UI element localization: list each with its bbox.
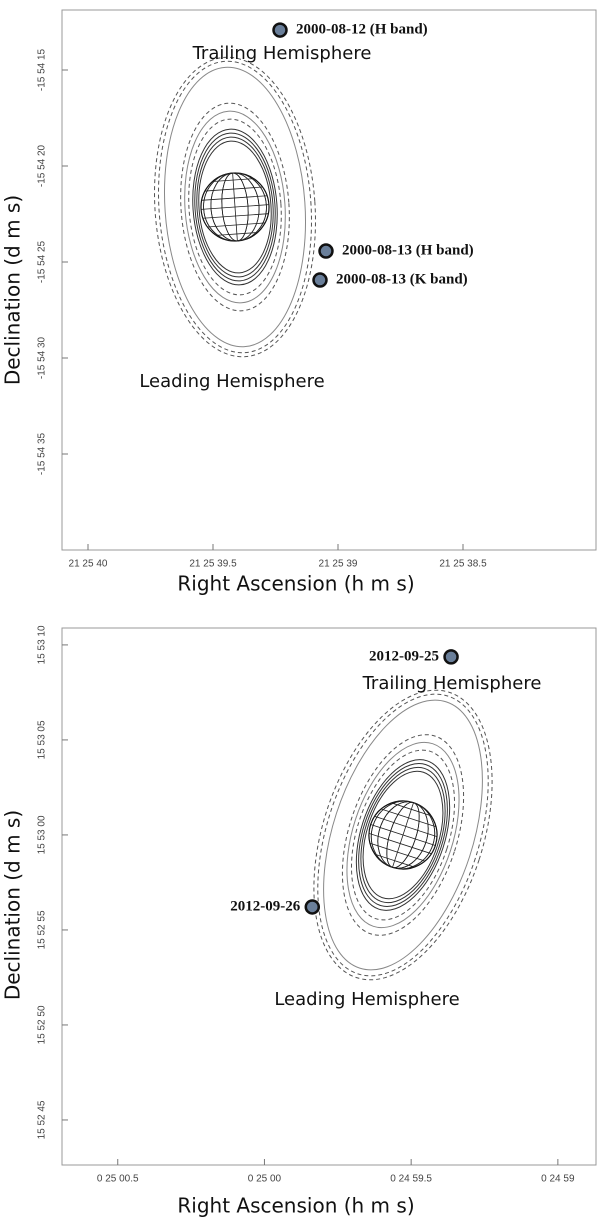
annotation: Leading Hemisphere [139, 371, 324, 392]
x-tick-label: 0 25 00.5 [97, 1174, 139, 1185]
point-label: 2000-08-12 (H band) [296, 22, 428, 38]
plot-frame [61, 9, 597, 551]
parallel [201, 204, 269, 210]
ring [360, 766, 446, 904]
parallel [212, 178, 254, 182]
ring [313, 689, 493, 981]
data-point [272, 22, 288, 38]
planet [154, 56, 316, 358]
parallel [369, 842, 425, 862]
parallel [204, 186, 263, 192]
point-label: 2012-09-26 [230, 898, 300, 914]
ring [198, 140, 272, 274]
data-point [318, 243, 334, 259]
y-tick-label: -15 54 30 [37, 336, 48, 379]
ring [323, 699, 483, 971]
y-tick-label: -15 54 20 [37, 144, 48, 187]
x-tick-label: 0 25 00 [248, 1174, 282, 1185]
point-label: 2000-08-13 (H band) [342, 242, 474, 258]
x-axis-label: Right Ascension (h m s) [177, 572, 414, 596]
parallel [381, 808, 437, 828]
x-tick-label: 21 25 40 [69, 559, 108, 570]
parallel [368, 833, 432, 855]
parallel [202, 213, 269, 219]
y-tick-label: -15 54 25 [37, 240, 48, 283]
ring [317, 693, 489, 977]
parallel [216, 232, 258, 236]
ring [350, 749, 456, 921]
ring [362, 770, 444, 900]
y-tick-label: 15 53 05 [37, 720, 48, 759]
y-tick-label: 15 52 55 [37, 910, 48, 949]
y-tick-label: 15 52 50 [37, 1005, 48, 1044]
y-tick-label: -15 54 35 [37, 432, 48, 475]
ring [188, 118, 282, 296]
ring [158, 60, 312, 354]
ring [154, 56, 316, 358]
point-label: 2012-09-25 [369, 648, 439, 664]
ring [355, 759, 451, 911]
parallel [374, 853, 415, 868]
ring [346, 741, 460, 929]
data-point [443, 649, 459, 665]
parallel [207, 222, 266, 228]
x-tick-label: 0 24 59 [541, 1174, 575, 1185]
parallel [374, 815, 438, 837]
ring [194, 132, 276, 282]
planet [313, 689, 493, 981]
x-tick-label: 21 25 38.5 [439, 559, 487, 570]
y-axis-label: Declination (d m s) [1, 810, 25, 1000]
x-tick-label: 21 25 39 [319, 559, 358, 570]
parallel [391, 802, 432, 817]
y-axis-label: Declination (d m s) [1, 195, 25, 385]
x-tick-label: 21 25 39.5 [189, 559, 237, 570]
y-tick-label: -15 54 15 [37, 48, 48, 91]
plot-frame [61, 627, 597, 1166]
parallel [370, 824, 436, 846]
ring [192, 128, 278, 286]
ring [163, 66, 307, 348]
annotation: Leading Hemisphere [274, 989, 459, 1010]
ring [358, 763, 448, 907]
y-tick-label: 15 52 45 [37, 1100, 48, 1139]
x-axis-label: Right Ascension (h m s) [177, 1194, 414, 1218]
point-label: 2000-08-13 (K band) [336, 271, 468, 287]
x-tick-label: 0 24 59.5 [390, 1174, 432, 1185]
parallel [201, 195, 268, 201]
ring [180, 102, 290, 312]
y-tick-label: 15 53 00 [37, 815, 48, 854]
ring [184, 110, 286, 304]
annotation: Trailing Hemisphere [192, 43, 372, 64]
ring [196, 136, 274, 278]
data-point [312, 272, 328, 288]
y-tick-label: 15 53 10 [37, 625, 48, 664]
annotation: Trailing Hemisphere [362, 673, 542, 694]
data-point [304, 899, 321, 915]
